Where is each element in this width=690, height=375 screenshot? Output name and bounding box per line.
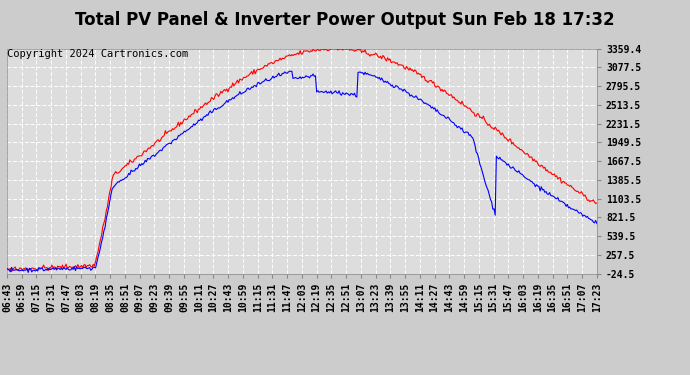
Text: Total PV Panel & Inverter Power Output Sun Feb 18 17:32: Total PV Panel & Inverter Power Output S… [75, 11, 615, 29]
Text: Copyright 2024 Cartronics.com: Copyright 2024 Cartronics.com [7, 49, 188, 59]
